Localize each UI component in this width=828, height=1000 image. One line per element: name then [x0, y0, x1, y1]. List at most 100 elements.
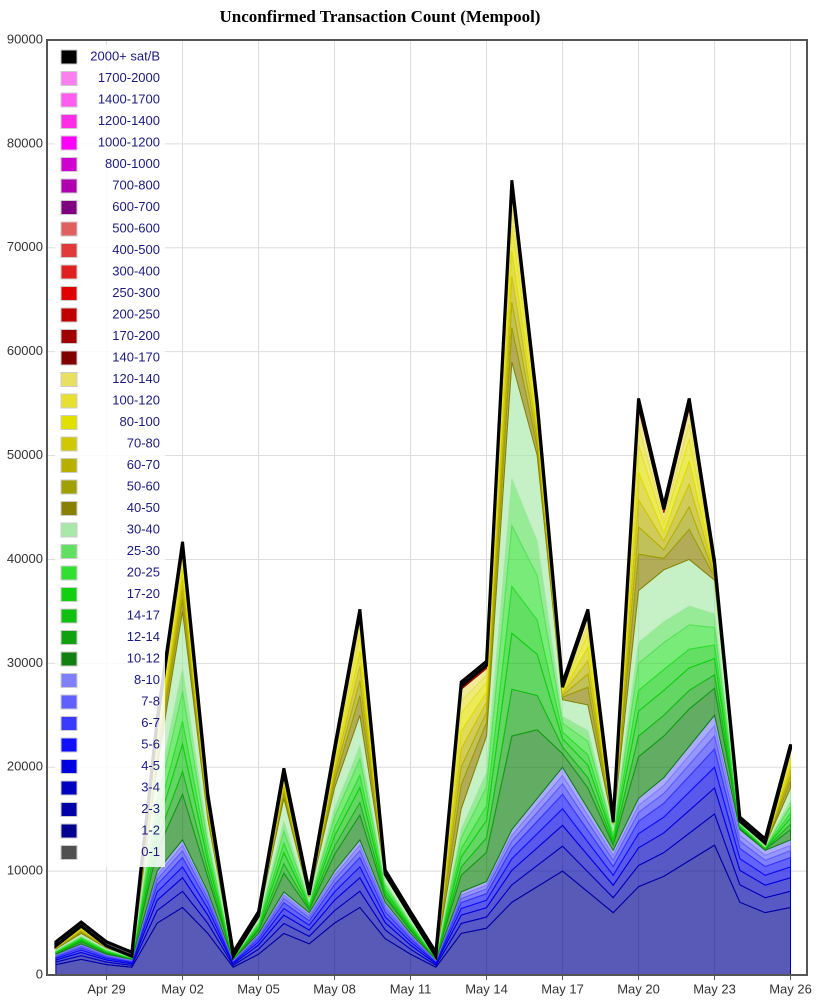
legend-swatch: [60, 651, 78, 667]
y-tick-label: 20000: [7, 759, 43, 774]
legend-swatch: [60, 393, 78, 409]
legend-swatch: [60, 479, 78, 495]
legend-label: 1700-2000: [98, 70, 160, 85]
legend-swatch: [60, 823, 78, 839]
legend-label: 8-10: [134, 672, 160, 687]
plot-border: [46, 39, 808, 976]
x-tick-label: May 17: [541, 981, 584, 996]
legend-swatch: [60, 759, 78, 774]
legend-swatch: [60, 802, 78, 817]
legend-label: 25-30: [127, 543, 160, 558]
legend-label: 30-40: [127, 521, 160, 536]
legend-label: 1000-1200: [98, 134, 160, 149]
legend-label: 5-6: [141, 736, 160, 751]
x-tick-label: May 23: [693, 981, 736, 996]
x-tick-label: May 20: [617, 981, 660, 996]
legend-label: 3-4: [141, 779, 160, 794]
legend-label: 2000+ sat/B: [90, 48, 160, 63]
legend-label: 100-120: [112, 392, 160, 407]
legend-label: 200-250: [112, 306, 160, 321]
legend-label: 0-1: [141, 844, 160, 859]
legend-swatch: [60, 307, 78, 323]
y-tick-label: 10000: [7, 863, 43, 878]
legend-swatch: [60, 200, 78, 215]
legend-swatch: [60, 630, 78, 645]
x-tick-label: May 14: [465, 981, 508, 996]
legend-swatch: [60, 221, 78, 237]
legend-swatch: [60, 286, 78, 301]
legend-label: 500-600: [112, 220, 160, 235]
y-tick-label: 60000: [7, 343, 43, 358]
legend-label: 250-300: [112, 285, 160, 300]
legend-label: 2-3: [141, 801, 160, 816]
x-tick-label: May 26: [769, 981, 812, 996]
legend-swatch: [60, 608, 78, 624]
legend-swatch: [60, 71, 78, 86]
area: [54, 180, 793, 961]
legend-swatch: [60, 49, 78, 65]
y-tick-label: 70000: [7, 239, 43, 254]
legend-swatch: [60, 587, 78, 602]
legend-label: 60-70: [127, 457, 160, 472]
legend-swatch: [60, 415, 78, 430]
legend-swatch: [60, 694, 78, 710]
x-tick-label: May 05: [237, 981, 280, 996]
legend-label: 7-8: [141, 693, 160, 708]
legend-swatch: [60, 264, 78, 280]
legend-label: 400-500: [112, 242, 160, 257]
legend-swatch: [60, 673, 78, 688]
legend-label: 70-80: [127, 435, 160, 450]
legend-label: 80-100: [120, 414, 160, 429]
legend-swatch: [60, 135, 78, 151]
legend-swatch: [60, 845, 78, 860]
legend-label: 14-17: [127, 607, 160, 622]
legend-swatch: [60, 737, 78, 753]
legend-label: 170-200: [112, 328, 160, 343]
legend-swatch: [60, 243, 78, 258]
legend-label: 700-800: [112, 177, 160, 192]
legend-label: 17-20: [127, 586, 160, 601]
legend-label: 10-12: [127, 650, 160, 665]
legend-swatch: [60, 716, 78, 731]
legend-label: 300-400: [112, 263, 160, 278]
legend-swatch: [60, 544, 78, 559]
legend-swatch: [60, 114, 78, 129]
legend-label: 1400-1700: [98, 91, 160, 106]
legend-swatch: [60, 458, 78, 473]
legend-swatch: [60, 565, 78, 581]
x-tick-label: May 08: [313, 981, 356, 996]
legend-label: 40-50: [127, 500, 160, 515]
legend-label: 6-7: [141, 715, 160, 730]
chart-title: Unconfirmed Transaction Count (Mempool): [220, 7, 541, 26]
x-tick-label: May 11: [390, 981, 432, 996]
legend-swatch: [60, 329, 78, 344]
legend-label: 20-25: [127, 564, 160, 579]
legend-label: 1200-1400: [98, 113, 160, 128]
legend-label: 12-14: [127, 629, 160, 644]
legend-swatch: [60, 157, 78, 172]
y-tick-label: 0: [36, 966, 43, 981]
legend-label: 50-60: [127, 478, 160, 493]
areas: [54, 180, 793, 976]
legend-swatch: [60, 780, 78, 796]
legend-swatch: [60, 436, 78, 452]
legend-swatch: [60, 350, 78, 366]
y-tick-label: 90000: [7, 31, 43, 46]
y-tick-label: 40000: [7, 551, 43, 566]
legend-label: 120-140: [112, 371, 160, 386]
x-tick-label: May 02: [161, 981, 204, 996]
legend-swatch: [60, 522, 78, 538]
axes: 0 10000 20000 30000 40000 50000 60000 70000 8000…: [7, 31, 812, 996]
legend-label: 600-700: [112, 199, 160, 214]
legend-swatch: [60, 372, 78, 387]
y-tick-label: 30000: [7, 655, 43, 670]
legend: 2000+ sat/B 1700-2000 1400-1700 1200-1400 10…: [60, 48, 160, 860]
legend-swatch: [60, 92, 78, 108]
legend-label: 4-5: [141, 758, 160, 773]
legend-swatch: [60, 178, 78, 194]
legend-label: 800-1000: [105, 156, 160, 171]
legend-label: 1-2: [141, 822, 160, 837]
legend-swatch: [60, 501, 78, 516]
x-tick-label: Apr 29: [87, 981, 125, 996]
